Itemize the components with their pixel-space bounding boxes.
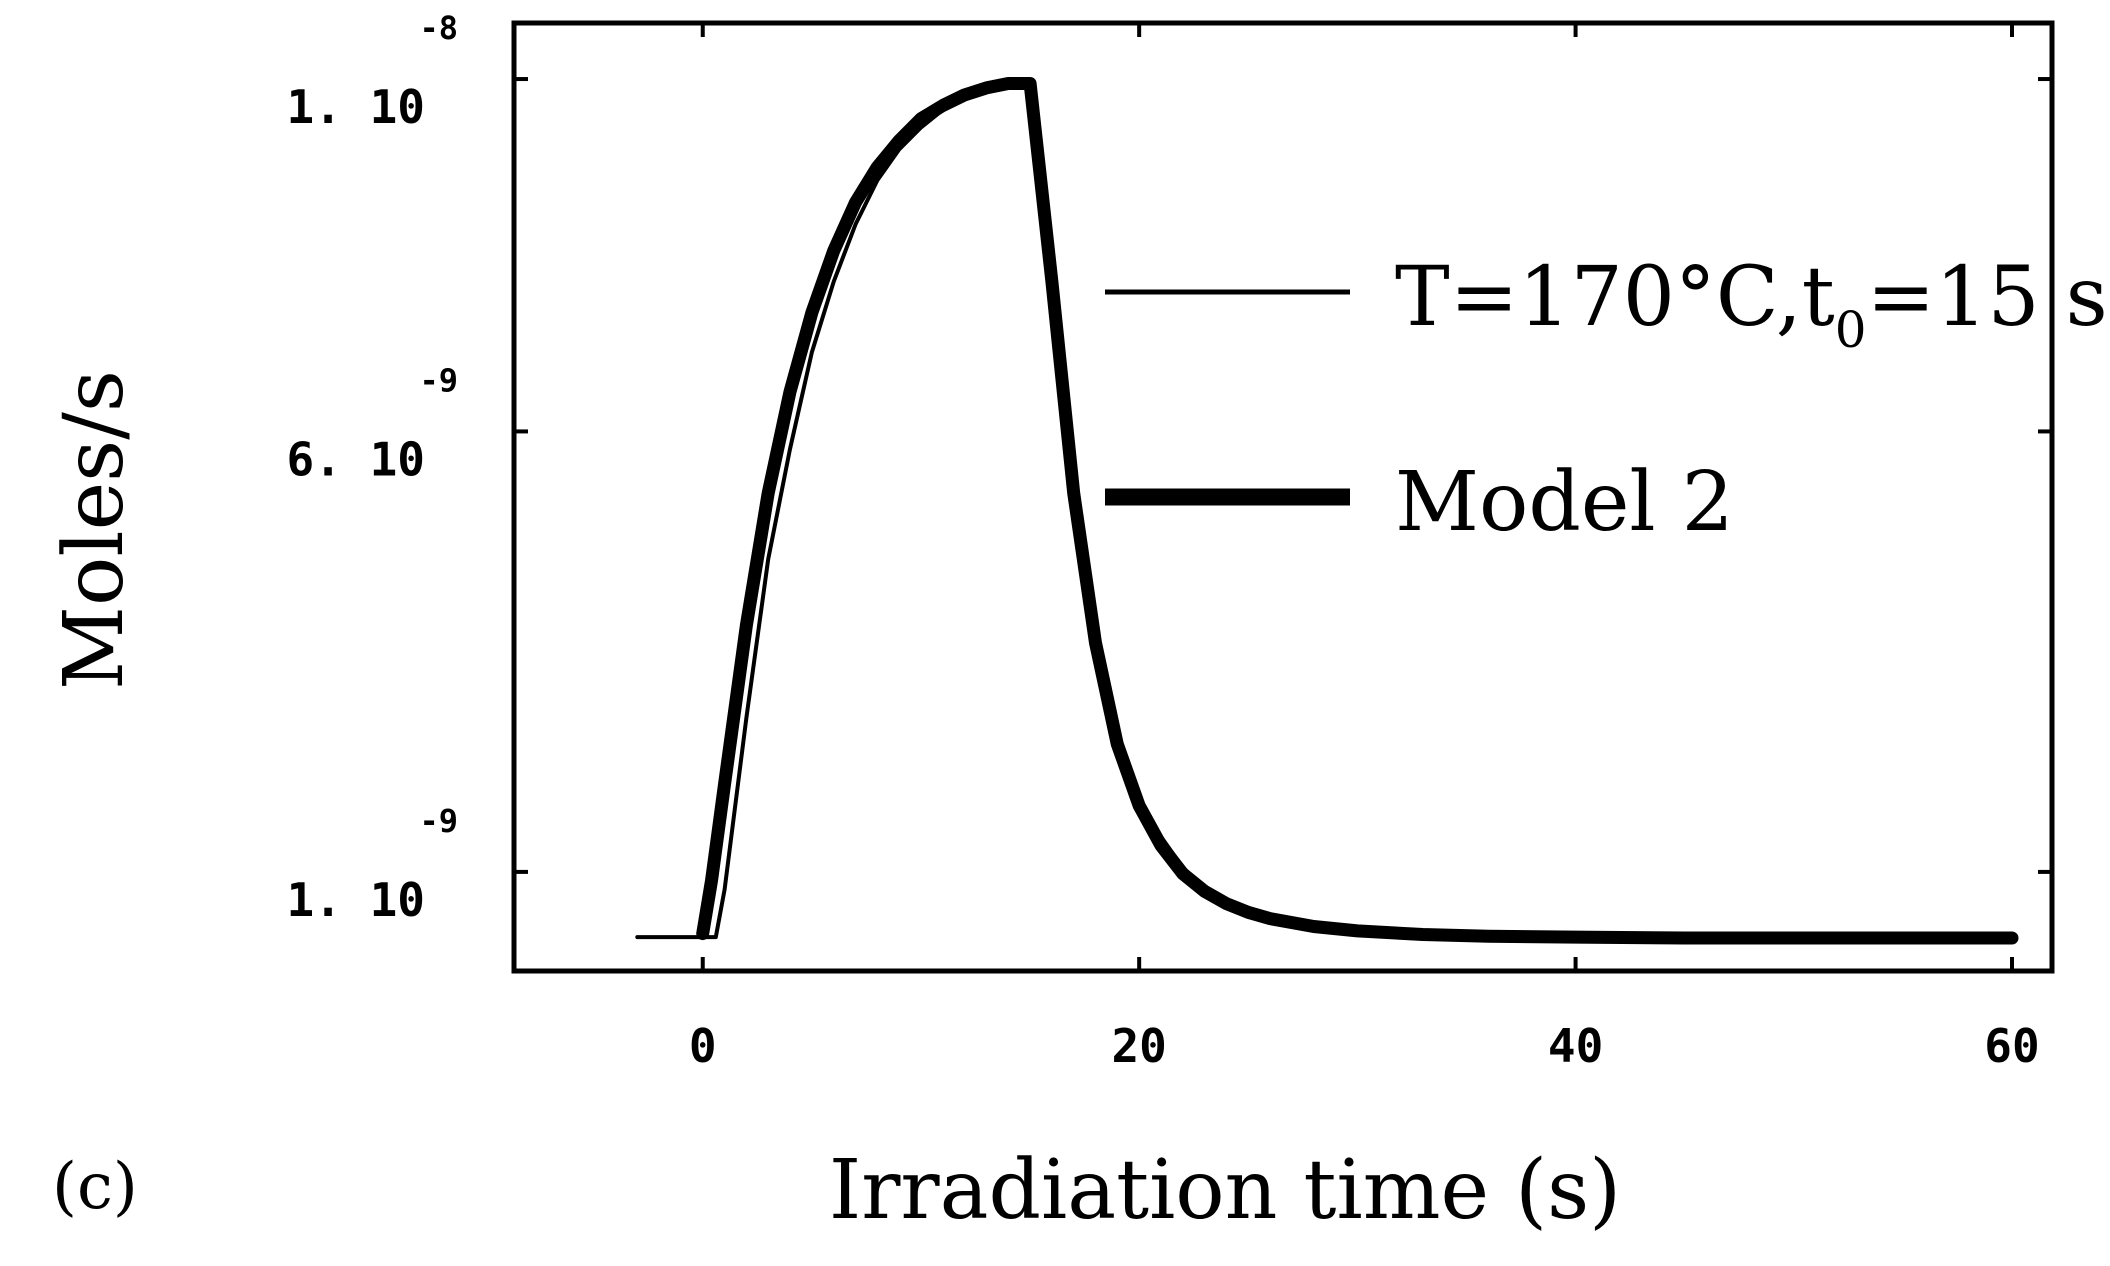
x-tick-label-2: 40	[1548, 1019, 1603, 1073]
series-lines	[635, 77, 2019, 945]
x-tick-label-0: 0	[689, 1019, 717, 1073]
panel-label: (c)	[52, 1150, 138, 1224]
series-line-model-2	[696, 77, 2019, 945]
y-tick-exponent-2: -8	[419, 9, 458, 47]
legend: T=170°C,t0=15 s Model 2	[1105, 250, 2108, 550]
plot-frame	[511, 20, 2055, 974]
legend-label-thick: Model 2	[1395, 455, 1734, 550]
y-tick-label-1: 6. 10	[287, 432, 425, 486]
y-tick-exponent-0: -9	[419, 802, 458, 840]
x-tick-label-1: 20	[1111, 1019, 1166, 1073]
y-axis-title: Moles/s	[47, 370, 142, 690]
x-axis-title: Irradiation time (s)	[829, 1143, 1621, 1238]
y-tick-label-0: 1. 10	[287, 873, 425, 927]
legend-label-thin: T=170°C,t0=15 s	[1395, 250, 2108, 359]
y-tick-exponent-1: -9	[419, 361, 458, 399]
plot-area	[511, 20, 2055, 974]
axis-ticks: 0 20 40 60 -9 1. 10 -9 6. 10 -8 1. 10	[287, 9, 2052, 1073]
y-tick-label-2: 1. 10	[287, 80, 425, 134]
x-tick-label-3: 60	[1984, 1019, 2039, 1073]
